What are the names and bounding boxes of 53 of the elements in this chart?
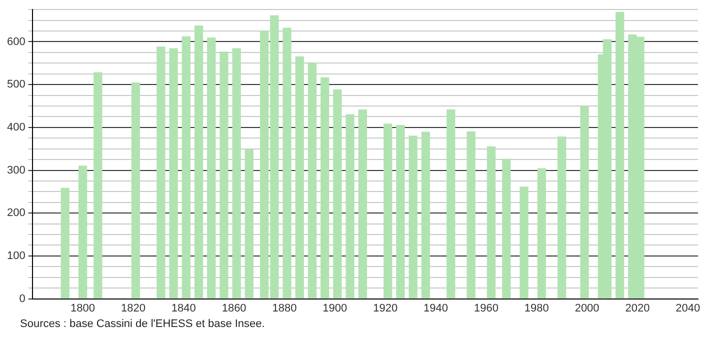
bar xyxy=(295,56,304,299)
bar xyxy=(537,168,546,299)
x-tick-label: 1820 xyxy=(120,302,146,314)
bar xyxy=(220,52,228,299)
bar xyxy=(94,72,102,299)
bar xyxy=(78,166,88,299)
bar xyxy=(207,38,216,299)
y-tick-label: 0 xyxy=(19,292,26,305)
bar xyxy=(466,131,476,299)
bar xyxy=(421,132,430,299)
bar xyxy=(446,110,456,299)
bar xyxy=(60,188,70,299)
bar xyxy=(282,28,292,299)
bar xyxy=(244,148,254,299)
bar xyxy=(580,106,589,299)
x-tick-label: 1900 xyxy=(322,302,348,314)
y-tick-label: 100 xyxy=(6,250,26,262)
x-tick-label: 1840 xyxy=(171,302,196,314)
bar xyxy=(558,136,566,299)
bar xyxy=(182,36,190,299)
bar xyxy=(520,186,528,299)
bar xyxy=(156,46,166,299)
bar xyxy=(232,48,241,299)
bar xyxy=(320,77,330,299)
bar xyxy=(308,62,317,299)
y-tick-label: 500 xyxy=(6,78,26,91)
bar xyxy=(346,114,354,299)
bar xyxy=(616,12,624,299)
bar xyxy=(194,26,204,299)
x-tick-label: 1940 xyxy=(424,302,448,314)
x-tick-label: 2040 xyxy=(676,302,700,314)
x-tick-label: 1920 xyxy=(373,302,398,314)
y-tick-label: 400 xyxy=(6,121,26,134)
x-tick-label: 2000 xyxy=(574,302,600,314)
x-tick-label: 1980 xyxy=(524,302,549,314)
bar xyxy=(131,82,140,299)
bar xyxy=(486,146,496,299)
source-note: Sources : base Cassini de l'EHESS et base Insee. xyxy=(20,318,266,330)
bar xyxy=(358,110,367,299)
x-tick-label: 2020 xyxy=(625,302,650,314)
bar xyxy=(396,124,405,299)
y-tick-label: 300 xyxy=(6,164,26,176)
y-tick-label: 200 xyxy=(6,207,26,220)
bar xyxy=(333,89,342,299)
bar xyxy=(169,48,178,299)
x-tick-label: 1960 xyxy=(474,302,498,314)
x-tick-label: 1880 xyxy=(272,302,297,314)
bar xyxy=(408,136,418,299)
y-tick-label: 600 xyxy=(6,36,26,48)
bar xyxy=(384,124,392,299)
x-tick-label: 1800 xyxy=(70,302,96,314)
bar xyxy=(502,158,511,299)
x-tick-label: 1860 xyxy=(222,302,246,314)
